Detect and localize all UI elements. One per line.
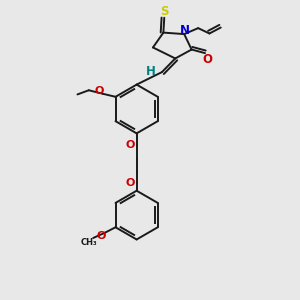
Text: O: O	[202, 52, 212, 66]
Text: S: S	[160, 5, 169, 18]
Text: O: O	[95, 86, 104, 96]
Text: O: O	[125, 178, 135, 188]
Text: O: O	[97, 231, 106, 241]
Text: CH₃: CH₃	[80, 238, 97, 247]
Text: H: H	[146, 65, 155, 78]
Text: O: O	[125, 140, 135, 150]
Text: N: N	[180, 24, 190, 37]
